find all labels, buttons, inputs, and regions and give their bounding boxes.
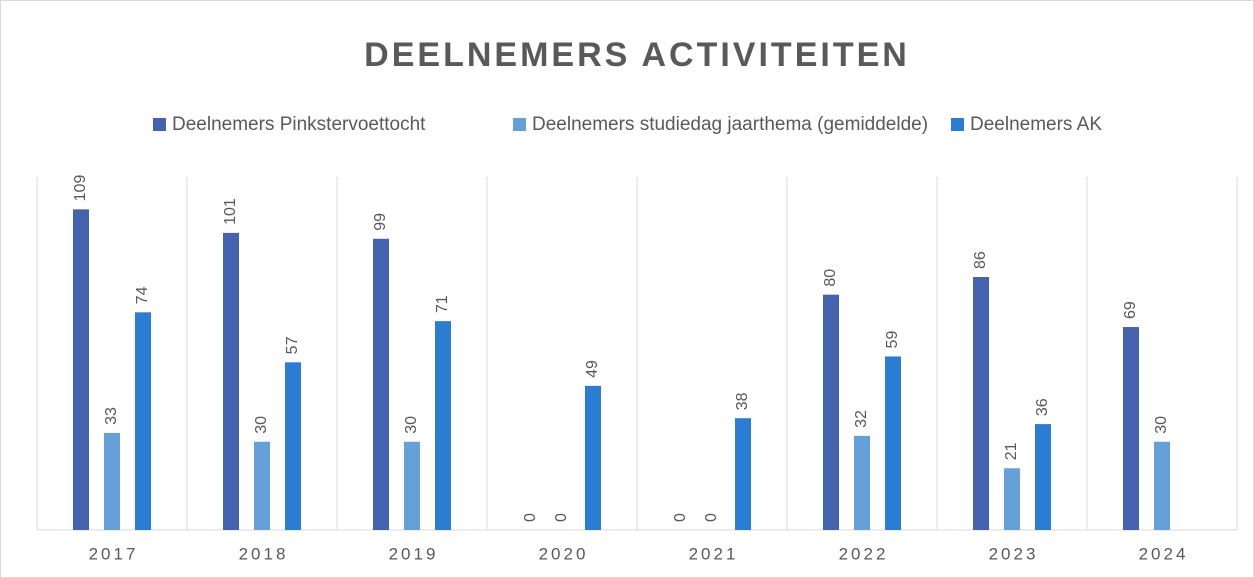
data-label: 74 [134, 286, 151, 304]
bar [135, 312, 151, 530]
data-label: 49 [584, 360, 601, 378]
bar [973, 277, 989, 530]
legend-label: Deelnemers AK [970, 114, 1102, 135]
bar [285, 362, 301, 530]
data-label: 21 [1003, 442, 1020, 460]
x-tick-label: 2018 [239, 544, 289, 563]
data-label: 32 [853, 410, 870, 428]
data-label: 33 [103, 407, 120, 425]
x-tick-label: 2019 [389, 544, 439, 563]
bar [885, 356, 901, 530]
bar [254, 441, 270, 530]
bar [404, 441, 420, 530]
bar [373, 238, 389, 530]
data-label: 69 [1122, 301, 1139, 319]
bar [735, 418, 751, 530]
data-label: 30 [253, 416, 270, 434]
bar [1035, 424, 1051, 530]
data-label: 86 [972, 251, 989, 269]
bar [854, 435, 870, 530]
data-label: 59 [884, 331, 901, 349]
data-label: 0 [522, 513, 539, 522]
data-label: 30 [403, 416, 420, 434]
chart-title: DEELNEMERS ACTIVITEITEN [364, 36, 910, 74]
bar [104, 432, 120, 530]
data-label: 38 [734, 392, 751, 410]
legend-label: Deelnemers Pinkstervoettocht [172, 114, 426, 135]
data-label: 80 [822, 269, 839, 287]
x-tick-label: 2024 [1139, 544, 1189, 563]
data-label: 71 [434, 295, 451, 313]
legend-swatch [513, 118, 526, 131]
bar [1004, 468, 1020, 530]
data-label: 36 [1034, 398, 1051, 416]
x-tick-label: 2021 [689, 544, 739, 563]
data-label: 109 [72, 175, 89, 202]
bar [1154, 441, 1170, 530]
x-tick-label: 2020 [539, 544, 589, 563]
x-tick-label: 2022 [839, 544, 889, 563]
bar [223, 232, 239, 530]
data-label: 99 [372, 213, 389, 231]
bar [435, 321, 451, 530]
data-label: 57 [284, 336, 301, 354]
bar [823, 294, 839, 530]
bar [585, 385, 601, 530]
bar [73, 209, 89, 530]
bar [1123, 327, 1139, 530]
legend-swatch [951, 118, 964, 131]
data-label: 0 [672, 513, 689, 522]
data-label: 101 [222, 198, 239, 225]
x-tick-label: 2023 [989, 544, 1039, 563]
legend-swatch [153, 118, 166, 131]
data-label: 30 [1153, 416, 1170, 434]
x-tick-label: 2017 [89, 544, 139, 563]
data-label: 0 [703, 513, 720, 522]
data-label: 0 [553, 513, 570, 522]
legend-label: Deelnemers studiedag jaarthema (gemiddel… [532, 114, 928, 135]
